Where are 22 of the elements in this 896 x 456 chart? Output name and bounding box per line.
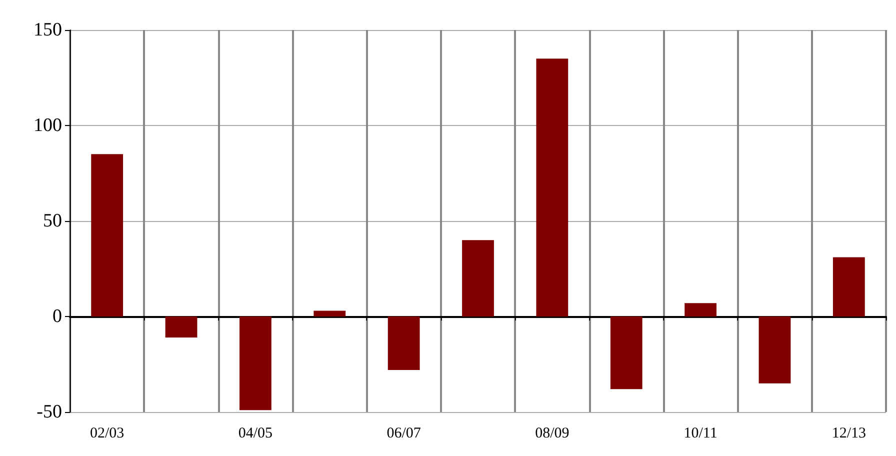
x-tick-label: 12/13 [832, 426, 866, 442]
bar [832, 257, 865, 316]
x-tick-label: 06/07 [386, 426, 422, 442]
bar [165, 316, 198, 338]
bar [610, 316, 642, 390]
x-tick-label: 04/05 [238, 426, 273, 442]
bar [240, 316, 272, 410]
x-tick-label: 10/11 [684, 426, 718, 442]
x-tick-label: 08/09 [535, 426, 570, 442]
y-tick-label: 50 [43, 210, 62, 232]
y-tick-label: 100 [34, 115, 62, 136]
y-tick-label: 150 [34, 20, 62, 40]
bar [684, 303, 716, 316]
bar [91, 154, 124, 316]
y-tick-label: 0 [52, 306, 62, 327]
bar [314, 310, 346, 316]
bar [758, 316, 791, 384]
bar [388, 316, 420, 370]
y-tick-label: -50 [36, 402, 62, 422]
bar [462, 240, 494, 316]
x-tick-label: 02/03 [90, 426, 124, 442]
bar [536, 58, 568, 316]
